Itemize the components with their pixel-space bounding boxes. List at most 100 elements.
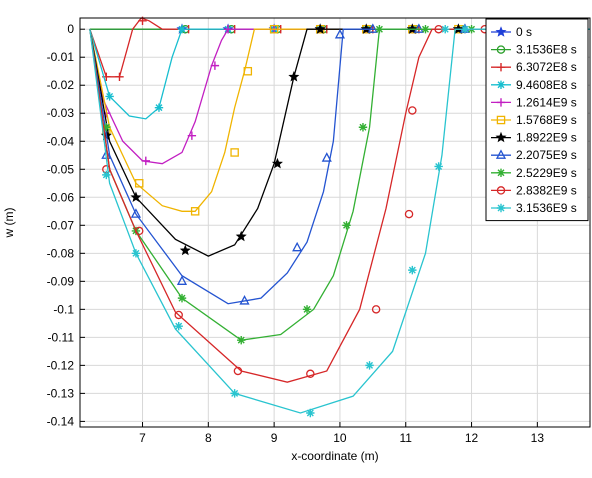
x-tick-label-0: 7 (139, 431, 146, 445)
series-10-point-6 (408, 265, 417, 275)
legend-item-10: 3.1536E9 s (491, 201, 577, 215)
series-3-point-2 (177, 25, 187, 34)
legend-item-6: 1.8922E9 s (491, 131, 577, 145)
legend-item-4: 1.2614E9 s (491, 95, 577, 109)
y-axis-label: w (m) (2, 208, 16, 239)
x-tick-label-2: 9 (271, 431, 278, 445)
series-8-point-6 (358, 123, 368, 132)
legend: 0 s 3.1536E8 s 6.3072E8 s 9.4608E8 s 1.2614E… (485, 18, 589, 222)
legend-item-7: 2.2075E9 s (491, 148, 577, 162)
y-tick-label-3: -0.03 (47, 106, 75, 120)
series-7-point-3 (239, 295, 250, 305)
legend-item-3: 9.4608E8 s (491, 78, 577, 92)
series-9-point-2 (174, 310, 183, 320)
legend-label-7: 2.2075E9 s (516, 148, 577, 162)
legend-marker-4 (496, 98, 506, 107)
legend-marker-8 (496, 168, 506, 177)
legend-marker-7 (495, 149, 507, 159)
series-8-point-8 (421, 25, 430, 34)
series-5-point-3 (230, 148, 239, 157)
series-7-point-6 (334, 28, 346, 39)
legend-item-9: 2.8382E9 s (491, 183, 577, 197)
legend-marker-9 (496, 186, 506, 195)
series-4-point-4 (223, 25, 233, 34)
series-10-point-3 (230, 389, 239, 398)
series-6-point-6 (314, 23, 326, 34)
series-10-point-1 (131, 249, 141, 258)
legend-marker-10 (496, 203, 506, 213)
series-6-point-1 (130, 191, 142, 202)
series-5-point-5 (269, 24, 279, 34)
series-9-point-4 (306, 369, 315, 379)
legend-label-6: 1.8922E9 s (516, 131, 577, 145)
series-9-point-1 (134, 226, 144, 236)
legend-label-5: 1.5768E9 s (516, 113, 577, 127)
series-line-4 (89, 28, 590, 165)
series-3-point-1 (154, 103, 164, 112)
legend-label-10: 3.1536E9 s (516, 201, 577, 215)
x-tick-label-4: 11 (400, 431, 413, 445)
legend-marker-5 (496, 115, 506, 125)
series-10-point-9 (460, 25, 470, 34)
series-10-point-5 (365, 361, 374, 370)
x-tick-label-1: 8 (205, 431, 212, 445)
series-line-3 (89, 28, 590, 120)
series-line-5 (89, 28, 590, 212)
series-7 (89, 23, 590, 305)
legend-item-5: 1.5768E9 s (491, 113, 577, 127)
y-tick-label-0: 0 (67, 22, 74, 36)
y-tick-label-10: -0.1 (53, 302, 74, 316)
series-9-point-7 (408, 106, 417, 115)
y-tick-label-1: -0.01 (47, 50, 75, 64)
legend-marker-1 (496, 45, 506, 54)
legend-label-3: 9.4608E8 s (516, 78, 577, 92)
series-7-point-5 (321, 152, 332, 162)
legend-item-8: 2.5229E9 s (491, 166, 577, 180)
y-tick-label-6: -0.06 (47, 190, 75, 204)
x-tick-label-5: 12 (465, 431, 479, 445)
legend-label-0: 0 s (516, 25, 532, 39)
x-tick-label-6: 13 (531, 431, 545, 445)
y-tick-label-14: -0.14 (47, 414, 75, 428)
series-7-point-1 (130, 208, 142, 218)
series-5-point-1 (134, 179, 144, 188)
y-tick-label-2: -0.02 (47, 78, 75, 92)
series-5 (89, 24, 590, 216)
series-6-point-4 (271, 157, 283, 169)
series-6-point-5 (288, 71, 300, 82)
series-9-point-3 (233, 366, 243, 376)
legend-marker-6 (495, 131, 507, 143)
y-tick-label-9: -0.09 (47, 274, 75, 288)
series-6-point-3 (235, 230, 247, 242)
legend-label-2: 6.3072E8 s (516, 60, 577, 74)
series-10-point-7 (434, 162, 443, 171)
series-8-point-7 (375, 25, 384, 34)
y-tick-label-8: -0.08 (47, 246, 75, 260)
series-7-point-7 (367, 23, 378, 33)
y-tick-label-7: -0.07 (47, 218, 75, 232)
legend-item-1: 3.1536E8 s (491, 43, 577, 57)
series-10-point-0 (102, 170, 111, 180)
legend-label-8: 2.5229E9 s (516, 166, 577, 180)
series-5-point-2 (190, 207, 200, 216)
legend-label-4: 1.2614E9 s (516, 95, 577, 109)
y-tick-label-13: -0.13 (47, 386, 75, 400)
legend-label-1: 3.1536E8 s (516, 43, 577, 57)
series-4-point-2 (187, 131, 197, 140)
series-10-point-8 (441, 25, 450, 34)
series-8-point-2 (177, 293, 187, 303)
series-8-point-0 (102, 123, 111, 132)
series-2-point-1 (115, 72, 124, 82)
series-4-point-1 (141, 156, 151, 166)
series-7-point-8 (413, 23, 424, 33)
series-line-10 (89, 28, 590, 414)
series-10-point-2 (174, 321, 183, 331)
series-3-point-0 (105, 92, 114, 101)
series-8-point-3 (237, 335, 246, 345)
legend-marker-2 (496, 63, 506, 72)
y-tick-label-5: -0.05 (47, 162, 75, 176)
series-line-6 (89, 28, 590, 257)
series-9-point-5 (371, 305, 381, 314)
series-8-point-4 (302, 305, 312, 314)
series-4-point-3 (210, 61, 220, 70)
